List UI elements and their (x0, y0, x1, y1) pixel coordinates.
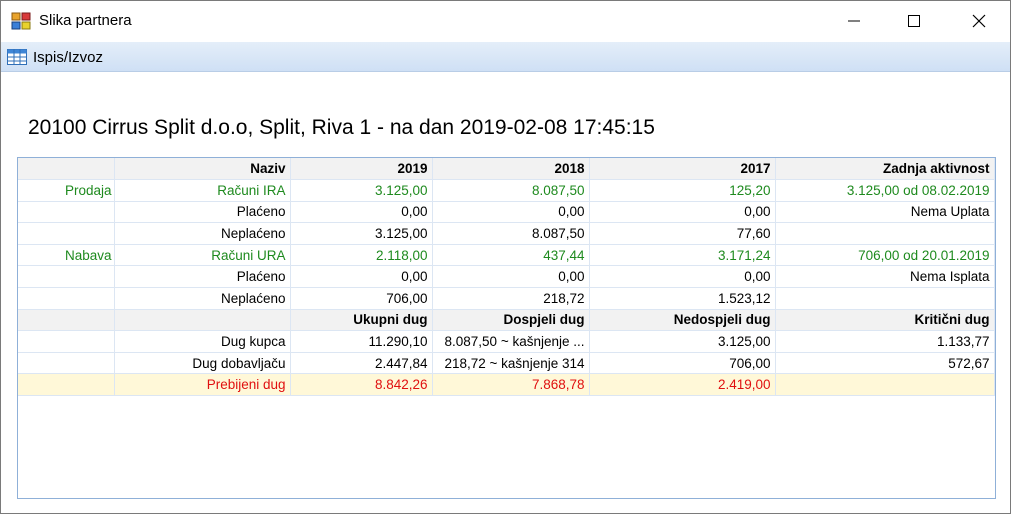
grid-cell[interactable]: 218,72 (432, 287, 590, 310)
grid-cell[interactable] (18, 287, 115, 310)
grid-cell[interactable]: 77,60 (589, 222, 776, 245)
grid-cell[interactable]: Neplaćeno (114, 287, 291, 310)
minimize-button[interactable] (831, 1, 877, 41)
grid-cell[interactable] (18, 222, 115, 245)
grid-cell[interactable]: 706,00 od 20.01.2019 (775, 244, 995, 267)
grid-cell[interactable]: 3.125,00 (589, 330, 776, 353)
title-bar[interactable]: Slika partnera (1, 1, 1010, 41)
grid-cell[interactable]: 572,67 (775, 352, 995, 375)
grid-cell[interactable]: 0,00 (432, 265, 590, 289)
grid-cell[interactable]: Računi URA (114, 244, 291, 267)
grid-cell[interactable] (18, 309, 115, 332)
grid-cell[interactable]: 8.087,50 (432, 222, 590, 245)
grid-row[interactable]: Prodaja Računi IRA 3.125,00 8.087,50 125,20 3… (18, 179, 995, 202)
grid-row[interactable]: Dug dobavljaču 2.447,84 218,72 ~ kašnjenje… (18, 352, 995, 375)
grid-cell[interactable]: 11.290,10 (290, 330, 433, 353)
grid-cell[interactable]: 2017 (589, 158, 776, 181)
grid-cell[interactable]: Zadnja aktivnost (775, 158, 995, 181)
grid-cell[interactable]: 3.171,24 (589, 244, 776, 267)
grid-cell[interactable]: Prebijeni dug (114, 373, 291, 397)
grid-cell[interactable] (18, 330, 115, 353)
grid-cell[interactable]: Plaćeno (114, 265, 291, 289)
close-icon (972, 14, 986, 28)
grid-header-row[interactable]: Naziv 2019 2018 2017 Zadnja aktivnost (18, 158, 995, 181)
grid-cell[interactable]: 8.087,50 (432, 179, 590, 202)
grid-row[interactable]: Plaćeno 0,00 0,00 0,00 Nema Isplata (18, 265, 995, 289)
minimize-icon (848, 20, 860, 22)
grid-cell[interactable]: 0,00 (589, 201, 776, 224)
menu-export[interactable]: Ispis/Izvoz (7, 46, 103, 68)
partner-heading: 20100 Cirrus Split d.o.o, Split, Riva 1 … (28, 116, 655, 139)
grid-cell[interactable]: 8.087,50 ~ kašnjenje ... (432, 330, 590, 353)
grid-cell[interactable]: Nedospjeli dug (589, 309, 776, 332)
grid-row[interactable]: Nabava Računi URA 2.118,00 437,44 3.171,24 70… (18, 244, 995, 267)
grid-row[interactable]: Prebijeni dug 8.842,26 7.868,78 2.419,00 (18, 373, 995, 397)
grid-cell[interactable]: 706,00 (589, 352, 776, 375)
grid-cell[interactable]: 1.133,77 (775, 330, 995, 353)
close-button[interactable] (956, 1, 1002, 41)
grid-cell[interactable]: Nema Isplata (775, 265, 995, 289)
grid-cell[interactable]: 0,00 (290, 265, 433, 289)
grid-cell[interactable]: Dospjeli dug (432, 309, 590, 332)
table-icon (7, 49, 27, 65)
grid-cell[interactable]: Naziv (114, 158, 291, 181)
grid-cell[interactable]: 437,44 (432, 244, 590, 267)
grid-cell[interactable]: 2.447,84 (290, 352, 433, 375)
grid-cell[interactable]: Kritični dug (775, 309, 995, 332)
grid-cell[interactable]: 3.125,00 (290, 222, 433, 245)
grid-cell[interactable]: 1.523,12 (589, 287, 776, 310)
grid-header-row[interactable]: Ukupni dug Dospjeli dug Nedospjeli dug Krit… (18, 309, 995, 332)
app-icon (11, 11, 31, 31)
grid-row[interactable]: Plaćeno 0,00 0,00 0,00 Nema Uplata (18, 201, 995, 224)
maximize-icon (908, 15, 920, 27)
grid-cell[interactable] (18, 373, 115, 397)
grid-cell[interactable]: 3.125,00 (290, 179, 433, 202)
grid-cell[interactable]: Dug dobavljaču (114, 352, 291, 375)
grid-cell[interactable]: Plaćeno (114, 201, 291, 224)
grid-cell[interactable]: 7.868,78 (432, 373, 590, 397)
grid-table: Naziv 2019 2018 2017 Zadnja aktivnost Prodaja… (18, 158, 995, 397)
grid-cell[interactable]: Računi IRA (114, 179, 291, 202)
grid-cell[interactable]: 218,72 ~ kašnjenje 314 (432, 352, 590, 375)
maximize-button[interactable] (891, 1, 937, 41)
grid-cell[interactable]: 125,20 (589, 179, 776, 202)
grid-row[interactable]: Neplaćeno 706,00 218,72 1.523,12 (18, 287, 995, 310)
grid-cell[interactable]: Neplaćeno (114, 222, 291, 245)
grid-cell[interactable]: 2.118,00 (290, 244, 433, 267)
grid-cell[interactable]: Nabava (18, 244, 115, 267)
grid-cell[interactable]: 0,00 (589, 265, 776, 289)
grid-cell[interactable] (775, 373, 995, 397)
grid-cell[interactable]: Ukupni dug (290, 309, 433, 332)
grid-cell[interactable] (775, 222, 995, 245)
grid-cell[interactable]: 8.842,26 (290, 373, 433, 397)
menu-bar: Ispis/Izvoz (1, 42, 1010, 72)
grid-cell[interactable] (18, 201, 115, 224)
grid-cell[interactable] (114, 309, 291, 332)
grid-cell[interactable]: 2019 (290, 158, 433, 181)
grid-row[interactable]: Dug kupca 11.290,10 8.087,50 ~ kašnjenje .… (18, 330, 995, 353)
grid-cell[interactable]: Nema Uplata (775, 201, 995, 224)
menu-export-label: Ispis/Izvoz (33, 48, 104, 66)
grid-cell[interactable]: 706,00 (290, 287, 433, 310)
grid-cell[interactable]: 0,00 (290, 201, 433, 224)
grid-cell[interactable]: 0,00 (432, 201, 590, 224)
grid-cell[interactable]: 2.419,00 (589, 373, 776, 397)
partner-grid[interactable]: Naziv 2019 2018 2017 Zadnja aktivnost Prodaja… (17, 157, 996, 499)
grid-cell[interactable] (775, 287, 995, 310)
grid-cell[interactable]: 3.125,00 od 08.02.2019 (775, 179, 995, 202)
window-title: Slika partnera (39, 12, 132, 29)
grid-cell[interactable] (18, 352, 115, 375)
grid-cell[interactable] (18, 158, 115, 181)
grid-row[interactable]: Neplaćeno 3.125,00 8.087,50 77,60 (18, 222, 995, 245)
grid-cell[interactable] (18, 265, 115, 289)
grid-cell[interactable]: 2018 (432, 158, 590, 181)
grid-cell[interactable]: Prodaja (18, 179, 115, 202)
grid-cell[interactable]: Dug kupca (114, 330, 291, 353)
